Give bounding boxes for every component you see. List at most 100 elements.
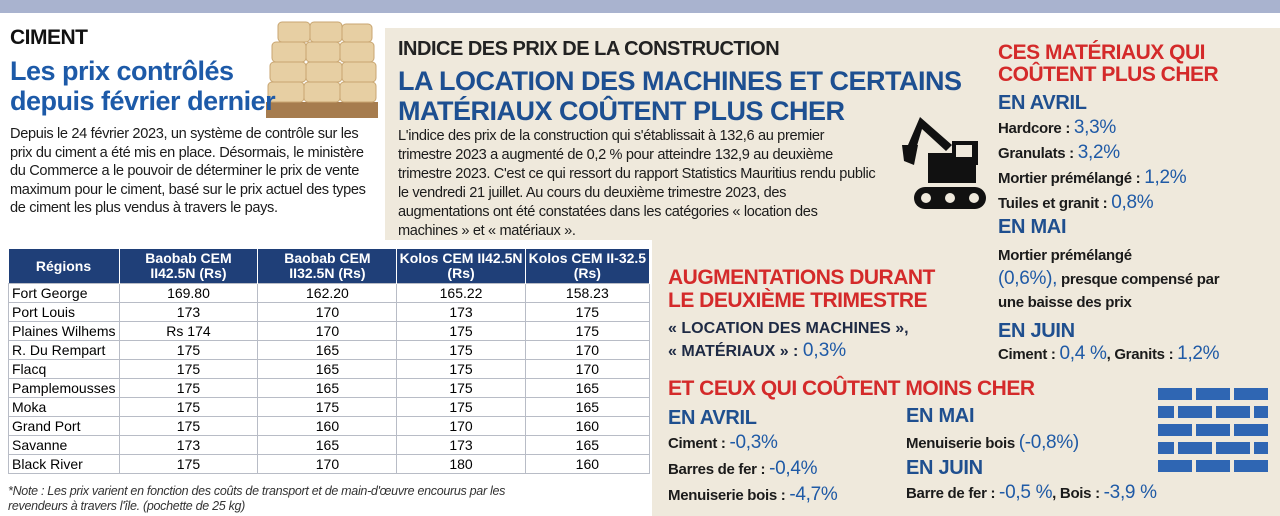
item: Ciment : 0,4 %, Granits : 1,2% xyxy=(998,342,1220,367)
table-cell: 165 xyxy=(524,435,651,455)
label: Ciment : xyxy=(668,435,726,452)
table-body: Fort George 169.80 162.20 165.22 158.23 Port … xyxy=(8,283,651,474)
header-cell: Régions xyxy=(8,249,120,284)
label: Tuiles et granit : xyxy=(998,195,1108,212)
table-cell: Savanne xyxy=(8,435,120,455)
sub-heading: EN JUIN xyxy=(906,457,983,479)
value: 3,3% xyxy=(1073,117,1117,138)
value: 0,4 % xyxy=(1059,343,1107,364)
label: presque compensé par une baisse des prix xyxy=(998,271,1220,311)
value: 3,2% xyxy=(1077,142,1120,163)
headline-line: depuis février dernier xyxy=(10,86,276,116)
table-cell: 170 xyxy=(257,321,398,341)
value: -0,5 % xyxy=(999,482,1053,503)
table-cell: Fort George xyxy=(8,283,120,303)
body-text: L'indice des prix de la construction qui… xyxy=(398,128,876,239)
table-cell: 160 xyxy=(257,416,398,436)
item: Mortier prémélangé (0,6%), presque compe… xyxy=(998,244,1248,314)
item: Ciment : -0,3% xyxy=(668,430,837,456)
table-cell: Moka xyxy=(8,397,120,417)
header-cell: Kolos CEM II-32.5 (Rs) xyxy=(525,249,651,284)
table-cell: 160 xyxy=(524,454,651,474)
table-row: Flacq 175 165 175 170 xyxy=(8,359,651,379)
kicker: INDICE DES PRIX DE LA CONSTRUCTION xyxy=(398,38,780,60)
value: -0,4% xyxy=(769,458,818,479)
brick-icon xyxy=(1158,388,1268,472)
table-cell: Flacq xyxy=(8,359,120,379)
header-cell: Baobab CEM II42.5N (Rs) xyxy=(119,249,259,284)
text-line: « MATÉRIAUX » : xyxy=(668,343,799,360)
label: Granulats : xyxy=(998,145,1074,162)
headline: LA LOCATION DES MACHINES ET CERTAINS MAT… xyxy=(398,66,962,126)
table-cell: 158.23 xyxy=(524,283,651,303)
sub-heading: EN MAI xyxy=(906,405,975,427)
item-list: Barre de fer : -0,5 %, Bois : -3,9 % xyxy=(906,480,1157,506)
table-row: Savanne 173 165 173 165 xyxy=(8,435,651,455)
value: -0,3% xyxy=(729,432,778,453)
table-note: *Note : Les prix varient en fonction des… xyxy=(8,484,506,513)
table-cell: Port Louis xyxy=(8,302,120,322)
table-cell: Pamplemousses xyxy=(8,378,120,398)
table-cell: 173 xyxy=(118,435,259,455)
headline-line: LA LOCATION DES MACHINES ET CERTAINS xyxy=(398,66,962,96)
item: Menuiserie bois (-0,8%) xyxy=(906,430,1079,456)
cement-bags xyxy=(266,21,378,118)
table-cell: 160 xyxy=(524,416,651,436)
item-list: Menuiserie bois (-0,8%) xyxy=(906,430,1079,456)
table-row: Port Louis 173 170 173 175 xyxy=(8,302,651,322)
table-cell: 170 xyxy=(524,340,651,360)
item-list: Hardcore : 3,3% Granulats : 3,2% Mortier p… xyxy=(998,116,1187,216)
item: Granulats : 3,2% xyxy=(998,141,1186,166)
table-cell: 173 xyxy=(396,302,526,322)
label: Mortier prémélangé xyxy=(998,247,1132,264)
header-cell: Baobab CEM II32.5N (Rs) xyxy=(257,249,398,284)
label: , Bois : xyxy=(1052,485,1100,502)
table-cell: 170 xyxy=(257,454,398,474)
item-list: Ciment : 0,4 %, Granits : 1,2% xyxy=(998,342,1220,367)
label: Barres de fer : xyxy=(668,461,766,478)
headline-line: Les prix contrôlés xyxy=(10,56,234,86)
title-line: LE DEUXIÈME TRIMESTRE xyxy=(668,289,928,312)
section-title: AUGMENTATIONS DURANT LE DEUXIÈME TRIMEST… xyxy=(668,266,935,312)
table-cell: 175 xyxy=(396,321,526,341)
table-cell: 165 xyxy=(257,435,398,455)
table-cell: Rs 174 xyxy=(118,321,259,341)
body-text: Depuis le 24 février 2023, un système de… xyxy=(10,126,366,216)
value: -3,9 % xyxy=(1103,482,1157,503)
table-cell: 175 xyxy=(118,397,259,417)
table-cell: 165 xyxy=(257,378,398,398)
item-list: Ciment : -0,3% Barres de fer : -0,4% Menui… xyxy=(668,430,838,508)
table-cell: 173 xyxy=(118,302,259,322)
item: Tuiles et granit : 0,8% xyxy=(998,191,1186,216)
table-cell: 175 xyxy=(396,359,526,379)
value: (-0,8%) xyxy=(1018,432,1080,453)
title-line: CES MATÉRIAUX QUI xyxy=(998,41,1205,64)
table-cell: 169.80 xyxy=(118,283,259,303)
table-cell: 173 xyxy=(396,435,526,455)
value: (0,6%), xyxy=(998,268,1058,289)
price-table: Régions Baobab CEM II42.5N (Rs) Baobab CEM… xyxy=(8,249,651,474)
item: Hardcore : 3,3% xyxy=(998,116,1186,141)
table-cell: 165 xyxy=(257,359,398,379)
label: Menuiserie bois : xyxy=(668,487,786,504)
table-cell: 170 xyxy=(524,359,651,379)
label: Mortier prémélangé : xyxy=(998,170,1141,187)
table-cell: 165 xyxy=(524,397,651,417)
value: 0,3% xyxy=(802,340,847,361)
table-cell: 175 xyxy=(118,454,259,474)
value: -4,7% xyxy=(789,484,838,505)
table-cell: 165.22 xyxy=(396,283,526,303)
table-cell: R. Du Rempart xyxy=(8,340,120,360)
table-row: Moka 175 175 175 165 xyxy=(8,397,651,417)
section-title: ET CEUX QUI COÛTENT MOINS CHER xyxy=(668,377,1035,400)
table-cell: 175 xyxy=(118,340,259,360)
table-cell: 180 xyxy=(396,454,526,474)
table-cell: 170 xyxy=(396,416,526,436)
label: , Granits : xyxy=(1106,346,1174,363)
table-cell: 175 xyxy=(118,378,259,398)
sub-heading: EN MAI xyxy=(998,216,1067,238)
table-cell: 175 xyxy=(396,397,526,417)
table-cell: Black River xyxy=(8,454,120,474)
table-cell: 175 xyxy=(257,397,398,417)
table-cell: 175 xyxy=(396,340,526,360)
